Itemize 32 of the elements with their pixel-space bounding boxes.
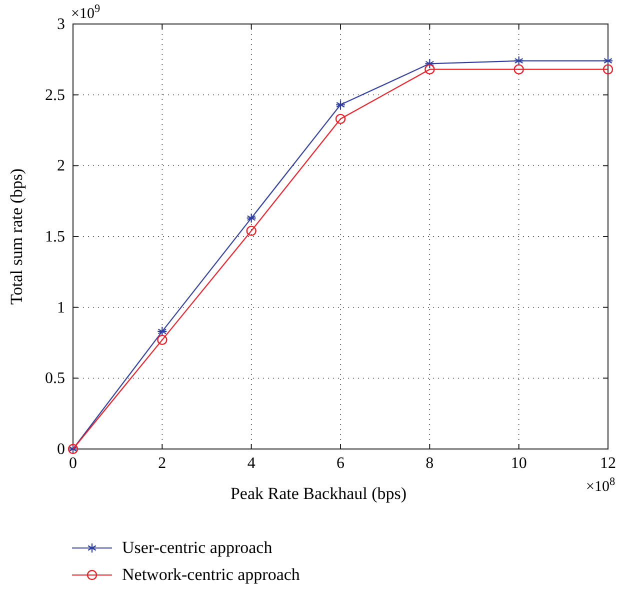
point (335, 114, 346, 124)
point (602, 64, 614, 74)
y-tick-label: 1 (57, 299, 65, 316)
y-tick-label: 2.5 (45, 86, 65, 104)
y-axis-title: Total sum rate (bps) (7, 168, 26, 305)
point (514, 64, 524, 74)
y-tick-label: 3 (57, 16, 65, 33)
x-tick-label: 8 (426, 455, 434, 472)
point (602, 56, 614, 66)
x-tick-label: 10 (510, 455, 527, 472)
y-tick-label: 0.5 (45, 370, 65, 388)
y-tick-label: 2 (57, 158, 65, 175)
legend-label: User-centric approach (122, 538, 273, 557)
point (424, 64, 435, 74)
y-tick-label: 0 (57, 441, 65, 458)
y-tick-label: 1.5 (45, 228, 65, 246)
point (246, 226, 256, 236)
text: ×10$^{9}$ (71, 3, 100, 22)
point (157, 334, 168, 346)
point (157, 326, 168, 336)
x-tick-label: 2 (158, 455, 166, 472)
legend-label: Network-centric approach (122, 565, 300, 584)
x-tick-label: 0 (69, 455, 77, 472)
point (424, 58, 435, 69)
point (514, 56, 524, 66)
x-axis-title: Peak Rate Backhaul (bps) (230, 484, 407, 503)
point (335, 100, 346, 110)
point (246, 213, 256, 224)
x-tick-label: 12 (600, 455, 616, 472)
x-tick-label: 6 (336, 455, 344, 472)
x-tick-label: 4 (247, 455, 256, 472)
text: ×10$^{8}$ (586, 476, 616, 495)
